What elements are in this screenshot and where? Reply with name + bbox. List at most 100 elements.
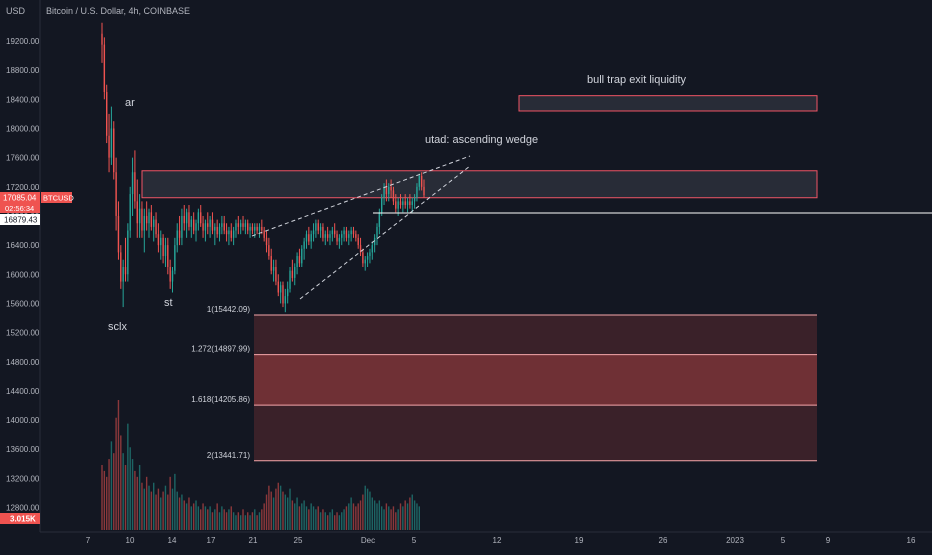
candle-body [129, 194, 131, 231]
volume-bar [312, 506, 315, 530]
volume-bar [308, 509, 310, 530]
volume-bar [324, 512, 326, 530]
price-tick-label: 19200.00 [6, 37, 40, 46]
volume-bar [392, 506, 395, 530]
candle-body [341, 234, 343, 238]
candle-body [294, 266, 296, 278]
candle-body [249, 226, 251, 231]
candle-body [131, 172, 134, 195]
fib-band [254, 354, 817, 406]
candle-body [124, 266, 127, 275]
volume-bar [232, 512, 235, 530]
volume-bar [268, 485, 270, 530]
price-tick-label: 18000.00 [6, 124, 40, 133]
candle-body [197, 212, 200, 224]
volume-bar [230, 506, 232, 530]
price-tick-label: 14800.00 [6, 358, 40, 367]
candle-body [195, 223, 197, 231]
time-axis[interactable]: 7 10 14 17 21 25 Dec 5 12 19 26 2023 5 9 16 [86, 536, 916, 545]
wedge-lower-line[interactable] [299, 165, 471, 300]
volume-bar [171, 488, 174, 530]
volume-bar [247, 512, 249, 530]
price-zone [518, 95, 818, 112]
volume-bar [162, 491, 164, 530]
volume-bar [409, 497, 411, 530]
volume-bar [105, 476, 108, 530]
volume-bar [237, 512, 240, 530]
price-tick-label: 15600.00 [6, 299, 40, 308]
ticker-badge [41, 192, 72, 203]
price-tick-label: 16400.00 [6, 241, 40, 250]
volume-bar [336, 512, 338, 530]
volume-bar [185, 503, 188, 530]
volume-bar [301, 503, 303, 530]
volume-bar [331, 509, 334, 530]
volume-bar [244, 515, 247, 530]
candle-body [376, 226, 378, 238]
candle-body [155, 219, 157, 235]
volume-bar [223, 509, 225, 530]
volume-bar [261, 509, 263, 530]
candle-body [258, 226, 261, 231]
volume-bar [371, 497, 373, 530]
time-tick-label: Dec [361, 536, 375, 545]
volume-bar [343, 509, 345, 530]
candle-body [204, 223, 207, 231]
volume-bar [350, 497, 352, 530]
last-price-value: 17085.04 [3, 194, 37, 203]
price-tick-label: 15200.00 [6, 329, 40, 338]
volume-bar [406, 503, 409, 530]
candle-body [183, 215, 185, 224]
volume-bar [303, 500, 305, 530]
candle-body [169, 266, 171, 282]
candle-body [134, 172, 136, 202]
countdown-value: 02:56:34 [5, 204, 34, 213]
volume-bar [348, 503, 350, 530]
volume-bar [294, 503, 296, 530]
volume-bar [195, 500, 197, 530]
volume-bar [357, 503, 359, 530]
candle-body [416, 186, 418, 198]
candle-body [331, 230, 334, 235]
candle-body [192, 219, 195, 231]
volume-bar [284, 494, 287, 530]
candle-body [397, 201, 399, 209]
candle-body [200, 212, 202, 224]
time-tick-label: 16 [907, 536, 916, 545]
candle-body [373, 237, 376, 246]
volume-bar [298, 506, 301, 530]
candle-body [138, 208, 141, 224]
volume-bar [256, 515, 258, 530]
fib-level-label: 1.618(14205.86) [191, 395, 250, 404]
candle-body [378, 212, 381, 227]
candle-body [164, 245, 167, 257]
time-tick-label: 25 [294, 536, 303, 545]
candle-body [275, 266, 277, 282]
candle-body [364, 259, 366, 264]
volume-bar [214, 509, 216, 530]
volume-bar [411, 494, 413, 530]
volume-bar [404, 500, 406, 530]
candle-body [157, 234, 160, 246]
volume-bar [190, 506, 193, 530]
volume-bar [305, 506, 308, 530]
price-tick-label: 13200.00 [6, 474, 40, 483]
time-tick-label: 12 [493, 536, 502, 545]
candle-body [237, 223, 240, 227]
volume-bar [127, 423, 129, 530]
candle-body [263, 230, 265, 238]
volume-bar [153, 482, 155, 530]
wedge-upper-line[interactable] [251, 155, 471, 237]
volume-bar [272, 497, 275, 530]
candle-body [265, 237, 268, 246]
price-zones [141, 95, 818, 199]
candle-body [418, 175, 421, 187]
volume-bar [141, 482, 143, 530]
candle-body [329, 234, 331, 238]
volume-bar [385, 503, 388, 530]
candle-body [160, 237, 162, 246]
candle-body [357, 237, 359, 246]
volume-bar [155, 494, 157, 530]
